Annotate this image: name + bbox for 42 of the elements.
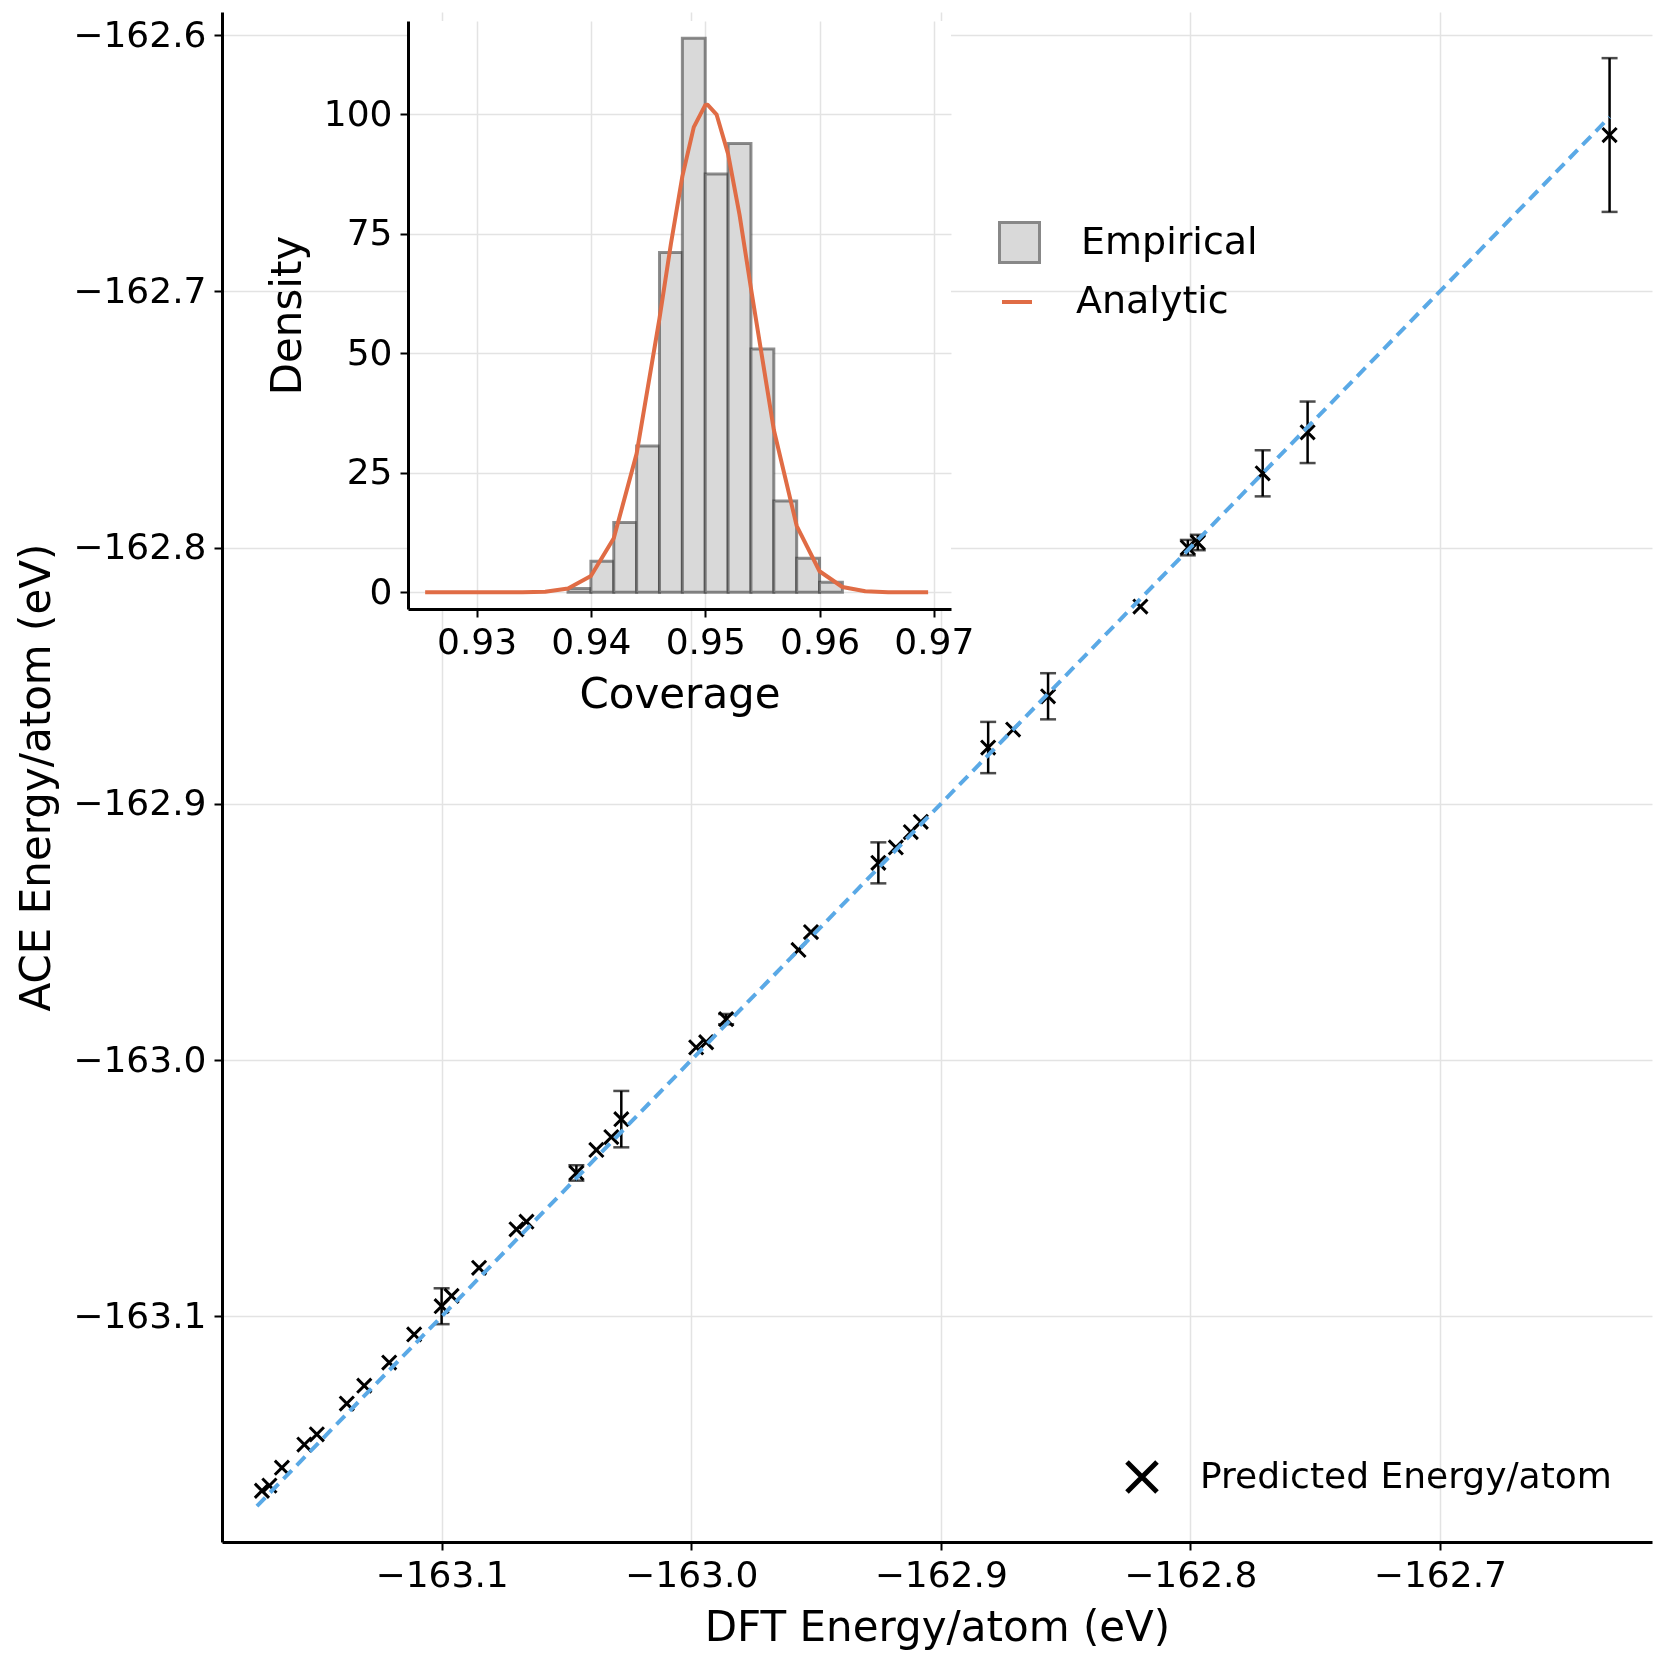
y-tick-label: −163.0: [73, 1038, 207, 1080]
y-axis-title: ACE Energy/atom (eV): [11, 543, 61, 1012]
point: [1601, 126, 1619, 144]
point: [295, 1436, 313, 1454]
point: [308, 1425, 326, 1443]
legend-label: Analytic: [1076, 278, 1229, 322]
point: [612, 1110, 630, 1128]
x-tick-label: 0.93: [437, 620, 518, 662]
y-tick-label: 75: [346, 212, 393, 254]
y-tick-label: −162.6: [73, 13, 207, 55]
x-tick-label: 0.96: [779, 620, 861, 662]
point: [869, 854, 887, 872]
y-tick-label: −163.1: [73, 1294, 207, 1336]
y-tick-label: −162.9: [73, 782, 207, 824]
point: [470, 1259, 488, 1277]
y-tick-label: −162.8: [73, 526, 207, 568]
x-tick-label: 0.97: [894, 620, 975, 662]
y-tick-label: −162.7: [73, 269, 207, 311]
line-series: [423, 102, 931, 595]
point: [602, 1128, 620, 1146]
y-tick-label: 50: [346, 331, 393, 373]
x-tick-label: −163.1: [375, 1553, 509, 1595]
x-tick-label: −162.8: [1124, 1553, 1258, 1595]
y-tick-label: 100: [323, 92, 393, 134]
x-tick-label: −162.9: [874, 1553, 1008, 1595]
legend-label: Empirical: [1081, 218, 1258, 263]
point: [802, 923, 820, 941]
y-axis-title: Density: [261, 235, 311, 396]
x-axis-title: DFT Energy/atom (eV): [704, 1601, 1171, 1651]
point: [1299, 423, 1317, 441]
x-tick-label: 0.95: [665, 620, 746, 662]
x-axis-title: Coverage: [579, 668, 781, 718]
legend-label: Predicted Energy/atom: [1200, 1455, 1612, 1496]
x-tick-label: −162.7: [1373, 1553, 1507, 1595]
point: [253, 1482, 271, 1500]
y-tick-label: 25: [346, 451, 393, 493]
point: [1131, 598, 1149, 616]
point: [507, 1220, 526, 1238]
y-tick-label: 0: [369, 570, 393, 612]
x-tick-label: −163.0: [625, 1553, 759, 1595]
point: [587, 1141, 605, 1159]
x-tick-label: 0.94: [551, 620, 632, 662]
